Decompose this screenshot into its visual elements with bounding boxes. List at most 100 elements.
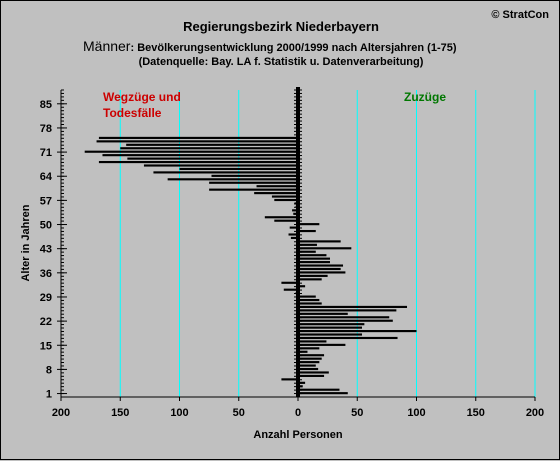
bar-age-24 <box>298 312 348 315</box>
copyright-label: © StratCon <box>491 9 549 21</box>
bar-age-2 <box>298 388 340 391</box>
y-tick-label: 36 <box>40 268 52 280</box>
x-tick-label: 0 <box>295 407 301 419</box>
x-axis-label: Anzahl Personen <box>253 429 343 441</box>
bar-age-22 <box>298 319 393 322</box>
bar-age-41 <box>298 254 327 257</box>
bar-age-37 <box>298 267 341 271</box>
bar-age-70 <box>102 154 298 157</box>
x-tick-labels: 200 150 100 50 0 50 100 150 200 <box>52 407 544 419</box>
bar-age-34 <box>298 278 322 281</box>
x-tick-label: 150 <box>111 407 129 419</box>
bar-age-31 <box>283 288 298 291</box>
y-tick-label: 29 <box>40 292 52 304</box>
bar-age-39 <box>298 261 330 264</box>
bar-age-16 <box>298 340 327 343</box>
bar-age-5 <box>281 378 298 381</box>
axes <box>57 87 536 401</box>
bar-age-21 <box>298 323 365 326</box>
bar-age-64 <box>211 174 298 177</box>
bar-age-19 <box>298 330 417 333</box>
bar-age-23 <box>298 316 390 319</box>
y-tick-label: 71 <box>40 147 52 159</box>
bar-age-51 <box>274 219 298 222</box>
bar-age-8 <box>298 367 319 371</box>
bar-age-58 <box>271 195 298 198</box>
bar-age-35 <box>298 274 328 277</box>
y-tick-labels: 1 8 15 22 29 36 43 50 57 64 71 78 85 <box>40 99 53 401</box>
bar-age-43 <box>298 247 352 250</box>
bar-age-27 <box>298 302 322 305</box>
bar-age-33 <box>281 281 298 284</box>
y-tick-label: 8 <box>46 364 52 376</box>
bar-age-71 <box>84 150 298 153</box>
bar-age-9 <box>298 364 316 367</box>
bar-age-73 <box>126 143 298 146</box>
bar-age-12 <box>298 354 325 357</box>
bar-age-13 <box>298 350 308 353</box>
x-tick-label: 50 <box>233 407 245 419</box>
bar-age-68 <box>98 160 298 164</box>
bar-age-14 <box>298 347 320 350</box>
bar-age-10 <box>298 361 320 364</box>
bar-age-50 <box>298 223 320 226</box>
bar-age-48 <box>298 229 316 233</box>
y-tick-label: 43 <box>40 244 52 256</box>
bar-age-40 <box>298 257 330 260</box>
bar-age-1 <box>298 392 348 395</box>
bar-age-61 <box>256 185 298 188</box>
bar-age-11 <box>298 357 322 360</box>
y-tick-label: 22 <box>40 316 52 328</box>
right-annotation: Zuzüge <box>404 90 446 104</box>
bar-age-38 <box>298 264 344 267</box>
y-tick-label: 64 <box>40 171 53 183</box>
left-annotation-line-2: Todesfälle <box>103 106 162 120</box>
y-tick-label: 15 <box>40 340 52 352</box>
bar-age-26 <box>298 305 408 309</box>
bar-age-28 <box>298 298 320 302</box>
bar-age-60 <box>209 188 298 191</box>
subtitle-rest: : Bevölkerungsentwicklung 2000/1999 nach… <box>130 42 456 54</box>
bar-age-52 <box>264 216 298 219</box>
bar-age-57 <box>274 198 298 202</box>
bar-age-75 <box>98 136 298 139</box>
bar-age-62 <box>209 181 298 184</box>
bar-age-72 <box>120 147 298 150</box>
chart-subtitle: Männer: Bevölkerungsentwicklung 2000/199… <box>83 38 457 54</box>
left-annotation-line-1: Wegzüge und <box>103 90 181 104</box>
bar-age-65 <box>153 171 298 174</box>
bar-age-42 <box>298 250 316 253</box>
bar-age-74 <box>96 140 298 143</box>
bar-age-29 <box>298 295 316 298</box>
x-tick-label: 200 <box>526 407 544 419</box>
bar-age-20 <box>298 326 362 329</box>
chart-source: (Datenquelle: Bay. LA f. Statistik u. Da… <box>139 56 424 68</box>
y-tick-label: 1 <box>46 389 52 401</box>
x-tick-label: 100 <box>407 407 425 419</box>
bar-age-66 <box>179 167 298 171</box>
bar-age-18 <box>298 333 362 336</box>
bar-age-36 <box>298 271 346 274</box>
x-tick-label: 50 <box>351 407 363 419</box>
x-tick-label: 200 <box>52 407 70 419</box>
bar-age-59 <box>254 192 298 195</box>
bar-age-69 <box>127 157 298 160</box>
x-tick-label: 100 <box>170 407 188 419</box>
bar-age-49 <box>289 226 298 229</box>
bar-age-25 <box>298 309 397 312</box>
x-tick-label: 150 <box>467 407 485 419</box>
bar-age-7 <box>298 371 329 374</box>
subtitle-lead: Männer <box>83 38 131 54</box>
bar-age-45 <box>298 240 341 243</box>
bar-age-47 <box>288 233 298 236</box>
bar-age-6 <box>298 374 325 377</box>
y-axis-label: Alter in Jahren <box>20 204 32 281</box>
bar-age-67 <box>143 164 298 167</box>
bar-age-63 <box>167 178 298 181</box>
bar-age-17 <box>298 336 398 340</box>
y-tick-label: 50 <box>40 220 52 232</box>
chart-title: Regierungsbezirk Niederbayern <box>183 19 379 34</box>
bar-age-44 <box>298 243 317 246</box>
